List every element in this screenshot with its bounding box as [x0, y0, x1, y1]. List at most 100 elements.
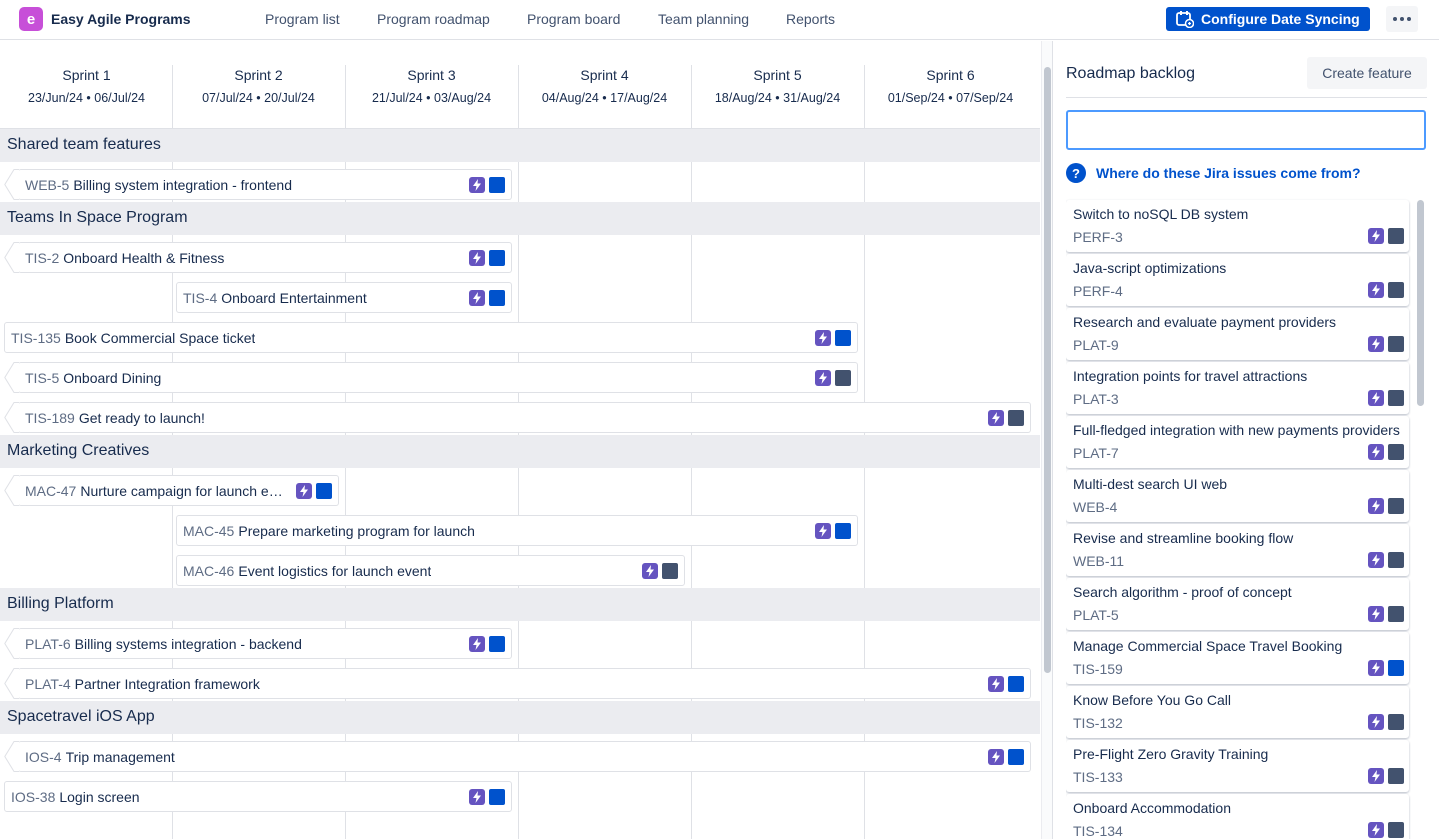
backlog-item[interactable]: Switch to noSQL DB system PERF-3: [1066, 200, 1409, 252]
status-square-icon: [835, 523, 851, 539]
status-square-icon: [835, 370, 851, 386]
nav-program-board[interactable]: Program board: [527, 11, 621, 27]
team-row-header: Marketing Creatives: [0, 435, 1040, 468]
help-link[interactable]: Where do these Jira issues come from?: [1096, 165, 1361, 181]
feature-card[interactable]: PLAT-4 Partner Integration framework: [18, 668, 1031, 699]
backlog-scrollbar-thumb[interactable]: [1417, 200, 1424, 406]
feature-key: IOS-38: [11, 788, 56, 805]
app-title[interactable]: Easy Agile Programs: [51, 11, 191, 27]
lightning-icon: [1368, 336, 1384, 352]
feature-card[interactable]: TIS-2 Onboard Health & Fitness: [18, 242, 512, 273]
backlog-item-summary: Revise and streamline booking flow: [1073, 530, 1294, 546]
feature-key: TIS-135: [11, 329, 61, 346]
feature-summary: Trip management: [65, 748, 175, 765]
sprint-header: Sprint 1 23/Jun/24 • 06/Jul/24: [0, 65, 173, 129]
status-square-icon: [1388, 552, 1404, 568]
feature-card[interactable]: TIS-135 Book Commercial Space ticket: [4, 322, 858, 353]
feature-summary: Billing system integration - frontend: [73, 176, 293, 193]
roadmap-backlog-panel: Roadmap backlog Create feature ? Where d…: [1054, 41, 1439, 839]
header-divider: [0, 128, 1040, 129]
feature-card[interactable]: TIS-5 Onboard Dining: [18, 362, 858, 393]
nav-team-planning[interactable]: Team planning: [658, 11, 750, 27]
feature-card[interactable]: TIS-4 Onboard Entertainment: [176, 282, 512, 313]
backlog-item[interactable]: Java-script optimizations PERF-4: [1066, 254, 1409, 306]
feature-summary: Billing systems integration - backend: [74, 635, 302, 652]
feature-summary: Book Commercial Space ticket: [64, 329, 256, 346]
status-square-icon: [1388, 498, 1404, 514]
nav-reports[interactable]: Reports: [786, 11, 836, 27]
backlog-item[interactable]: Know Before You Go Call TIS-132: [1066, 686, 1409, 738]
arrow-left-icon: [4, 169, 19, 200]
help-row[interactable]: ? Where do these Jira issues come from?: [1066, 163, 1361, 183]
sprint-header: Sprint 2 07/Jul/24 • 20/Jul/24: [172, 65, 345, 129]
backlog-item-key: TIS-159: [1073, 661, 1123, 677]
feature-card[interactable]: WEB-5 Billing system integration - fronte…: [18, 169, 512, 200]
backlog-scrollbar[interactable]: [1416, 198, 1426, 839]
program-board: Sprint 1 23/Jun/24 • 06/Jul/24 Sprint 2 07/…: [0, 41, 1040, 839]
lightning-icon: [815, 330, 831, 346]
board-scrollbar-thumb[interactable]: [1044, 67, 1051, 673]
backlog-item[interactable]: Full-fledged integration with new paymen…: [1066, 416, 1409, 468]
backlog-search-input[interactable]: [1066, 110, 1426, 150]
backlog-item[interactable]: Multi-dest search UI web WEB-4: [1066, 470, 1409, 522]
feature-card[interactable]: MAC-46 Event logistics for launch event: [176, 555, 685, 586]
backlog-item[interactable]: Manage Commercial Space Travel Booking TI…: [1066, 632, 1409, 684]
feature-summary: Nurture campaign for launch ev...: [80, 482, 286, 499]
lightning-icon: [988, 749, 1004, 765]
arrow-left-icon: [4, 242, 19, 273]
more-icon[interactable]: [1386, 6, 1418, 32]
feature-key: MAC-46: [183, 562, 235, 579]
lightning-icon: [469, 177, 485, 193]
status-square-icon: [1388, 390, 1404, 406]
team-name: Spacetravel iOS App: [7, 708, 155, 725]
feature-key: WEB-5: [25, 176, 70, 193]
lightning-icon: [988, 410, 1004, 426]
feature-key: MAC-47: [25, 482, 77, 499]
backlog-item[interactable]: Research and evaluate payment providers P…: [1066, 308, 1409, 360]
card-icons: [296, 483, 332, 499]
feature-card[interactable]: IOS-4 Trip management: [18, 741, 1031, 772]
backlog-item[interactable]: Onboard Accommodation TIS-134: [1066, 794, 1409, 839]
arrow-left-icon: [4, 402, 19, 433]
status-square-icon: [1388, 822, 1404, 838]
backlog-item-key: PLAT-5: [1073, 607, 1119, 623]
panel-title: Roadmap backlog: [1066, 65, 1195, 82]
nav-program-roadmap[interactable]: Program roadmap: [377, 11, 490, 27]
lightning-icon: [1368, 390, 1384, 406]
feature-card[interactable]: TIS-189 Get ready to launch!: [18, 402, 1031, 433]
app-logo-icon[interactable]: e: [19, 7, 43, 31]
feature-key: PLAT-4: [25, 675, 71, 692]
backlog-item-key: TIS-132: [1073, 715, 1123, 731]
status-square-icon: [489, 290, 505, 306]
card-icons: [1368, 660, 1404, 676]
lightning-icon: [1368, 822, 1384, 838]
status-square-icon: [1388, 660, 1404, 676]
backlog-item-key: PERF-4: [1073, 283, 1123, 299]
feature-card[interactable]: IOS-38 Login screen: [4, 781, 512, 812]
backlog-item[interactable]: Search algorithm - proof of concept PLAT-…: [1066, 578, 1409, 630]
backlog-item[interactable]: Revise and streamline booking flow WEB-11: [1066, 524, 1409, 576]
feature-card[interactable]: MAC-45 Prepare marketing program for laun…: [176, 515, 858, 546]
board-scrollbar[interactable]: [1041, 41, 1053, 839]
sprint-name: Sprint 6: [926, 67, 975, 83]
backlog-item[interactable]: Integration points for travel attraction…: [1066, 362, 1409, 414]
backlog-item[interactable]: Pre-Flight Zero Gravity Training TIS-133: [1066, 740, 1409, 792]
sprint-header: Sprint 5 18/Aug/24 • 31/Aug/24: [691, 65, 864, 129]
configure-date-syncing-button[interactable]: Configure Date Syncing: [1166, 7, 1370, 31]
card-icons: [642, 563, 678, 579]
backlog-item-key: TIS-133: [1073, 769, 1123, 785]
backlog-list: Switch to noSQL DB system PERF-3 Java-scri…: [1066, 198, 1411, 839]
feature-key: TIS-189: [25, 409, 75, 426]
sprint-header: Sprint 6 01/Sep/24 • 07/Sep/24: [864, 65, 1037, 129]
feature-card[interactable]: MAC-47 Nurture campaign for launch ev...: [18, 475, 339, 506]
feature-summary: Get ready to launch!: [78, 409, 205, 426]
create-feature-button[interactable]: Create feature: [1307, 57, 1427, 89]
nav-program-list[interactable]: Program list: [265, 11, 340, 27]
question-icon[interactable]: ?: [1066, 163, 1086, 183]
sprint-name: Sprint 3: [407, 67, 456, 83]
status-square-icon: [1388, 228, 1404, 244]
feature-key: IOS-4: [25, 748, 62, 765]
feature-summary: Onboard Health & Fitness: [63, 249, 225, 266]
card-icons: [1368, 714, 1404, 730]
feature-card[interactable]: PLAT-6 Billing systems integration - back…: [18, 628, 512, 659]
